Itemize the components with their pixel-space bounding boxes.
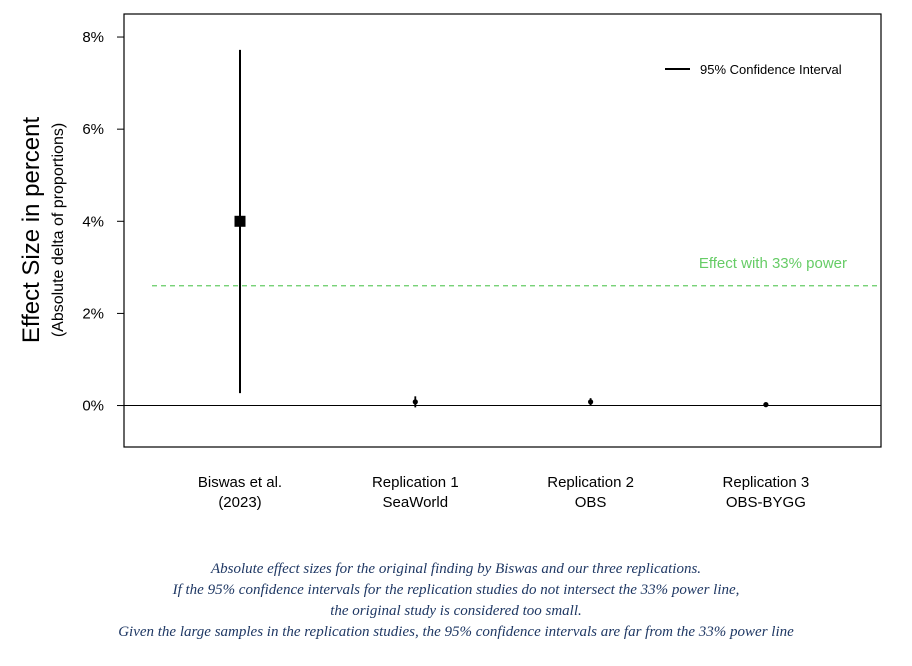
estimate-marker [763,402,769,408]
figure-caption: Absolute effect sizes for the original f… [0,559,912,643]
caption-line-4: Given the large samples in the replicati… [118,624,794,640]
y-axis-subtitle: (Absolute delta of proportions) [50,123,67,337]
data-point-group [763,402,769,408]
y-tick-label: 6% [82,121,104,138]
estimate-marker [234,215,246,227]
x-category-sublabel: OBS-BYGG [726,494,806,511]
x-category-label: Replication 2 [547,474,634,491]
x-category-label: Biswas et al. [198,474,282,491]
legend-label: 95% Confidence Interval [700,62,842,77]
x-category-sublabel: OBS [575,494,607,511]
y-tick-label: 2% [82,305,104,322]
x-category-sublabel: SeaWorld [383,494,449,511]
x-category-label: Replication 3 [723,474,810,491]
x-category-label: Replication 1 [372,474,459,491]
estimate-marker [588,399,594,405]
x-axis: Biswas et al. (2023) Replication 1 SeaWorld… [198,474,809,511]
plot-frame [123,13,882,448]
caption-line-3: the original study is considered too sma… [330,603,582,619]
legend: 95% Confidence Interval [665,62,842,77]
y-tick-label: 8% [82,29,104,46]
data-point-group [588,398,594,406]
series [234,49,769,408]
effect-size-chart: 0% 2% 4% 6% 8% Effect with 33% power Biswas … [18,13,882,511]
y-tick-label: 4% [82,213,104,230]
data-point-group [412,396,418,408]
caption-line-1: Absolute effect sizes for the original f… [210,561,702,577]
y-tick-label: 0% [82,398,104,415]
caption-line-2: If the 95% confidence intervals for the … [172,582,740,598]
data-point-group [234,49,246,394]
power-33-label: Effect with 33% power [699,255,847,272]
y-axis: 0% 2% 4% 6% 8% [82,29,124,415]
estimate-marker [412,399,418,405]
x-category-sublabel: (2023) [218,494,261,511]
y-axis-title: Effect Size in percent [18,117,45,344]
